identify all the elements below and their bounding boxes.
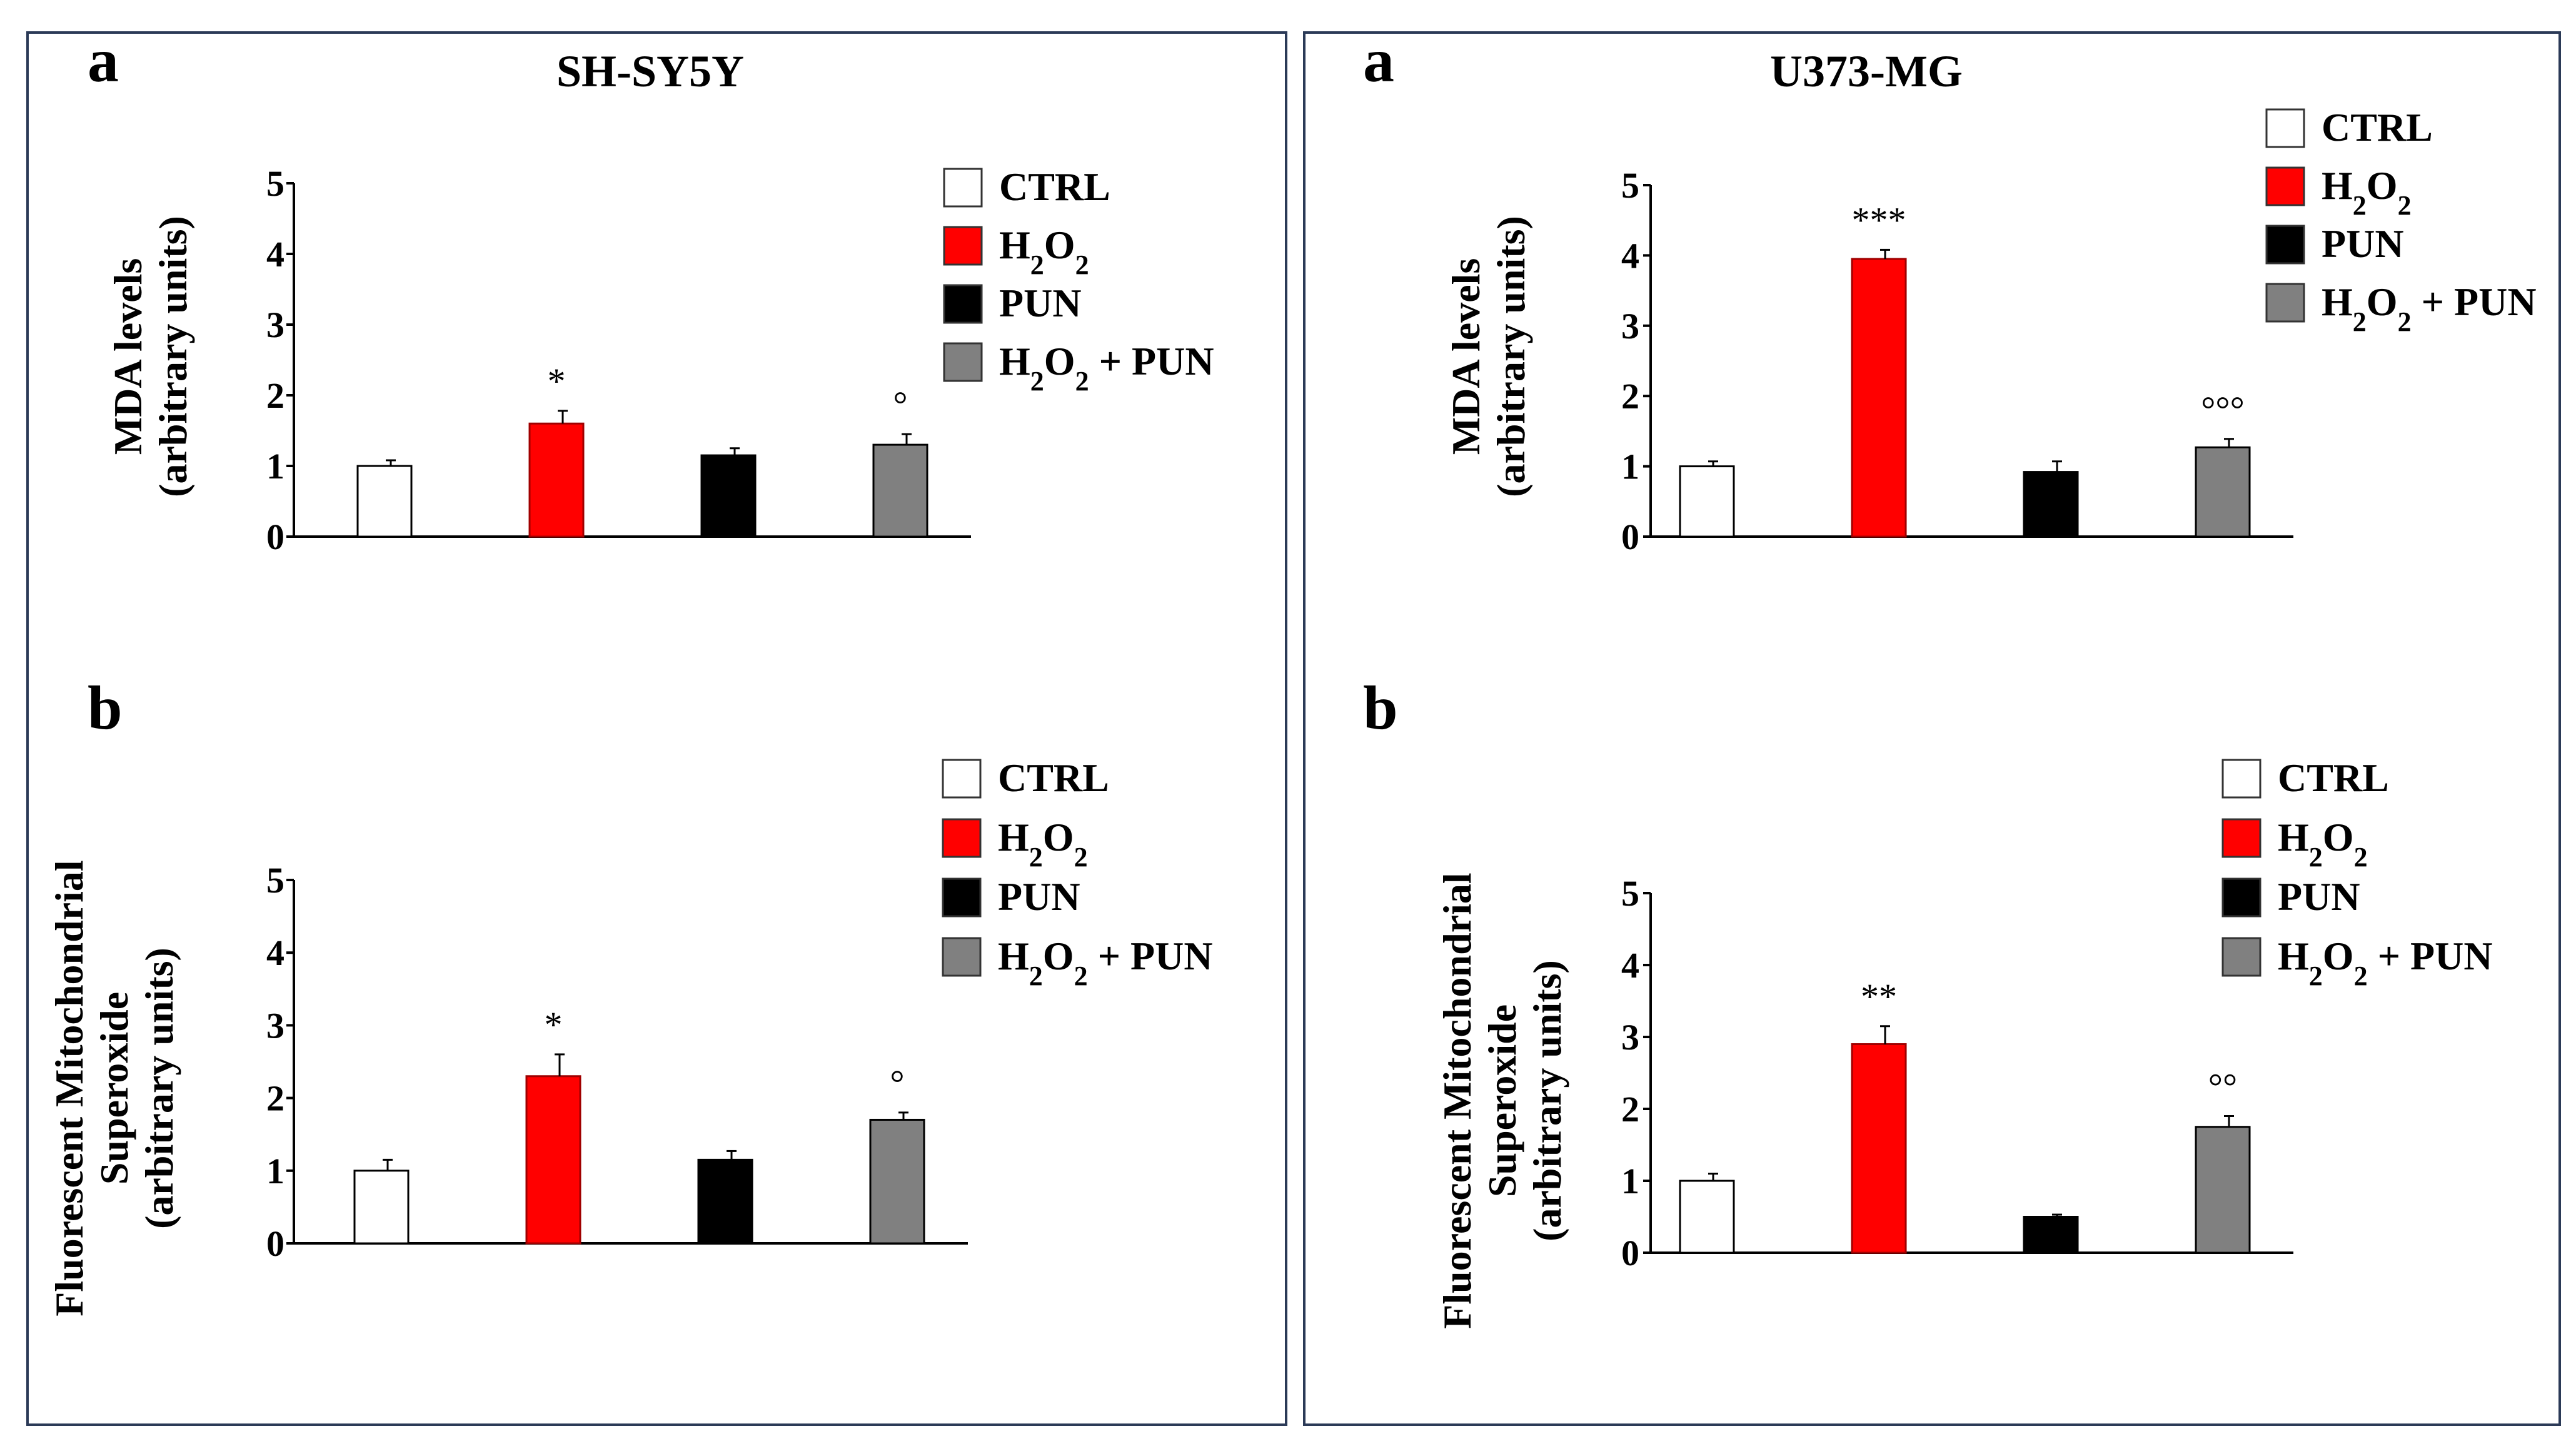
legend-label-pun: PUN: [999, 281, 1082, 325]
u373-mg-mda-chart: a 0 1 2 3 4 5 MDA levels(arbitrary units) *** °°°…: [1363, 26, 2537, 557]
y-tick-label: 1: [266, 1151, 284, 1191]
legend-swatch-pun: [943, 284, 983, 324]
sh-sy5y-title: SH-SY5Y: [556, 46, 744, 96]
legend-label-h2o2-pun: H2O2 + PUN: [2322, 280, 2537, 337]
legend-label-ctrl: CTRL: [2278, 756, 2389, 800]
bar-pun: [2023, 471, 2079, 538]
legend-label-h2o2: H2O2: [999, 223, 1089, 280]
y-tick-label: 0: [1621, 1233, 1639, 1273]
bar-pun: [697, 1158, 753, 1245]
y-tick-label: 2: [266, 1078, 284, 1119]
legend-label-ctrl: CTRL: [998, 756, 1109, 800]
bar-h2o2: [1851, 1043, 1907, 1254]
y-tick-label: 0: [266, 517, 284, 557]
bar-pun: [2023, 1216, 2079, 1254]
legend-swatch-h2o2-pun: [942, 937, 982, 977]
significance-h2o2-pun: °°°: [2201, 389, 2245, 430]
y-tick-label: 4: [266, 234, 284, 275]
y-tick-label: 1: [1621, 447, 1639, 487]
sh-sy5y-panel-frame: [26, 31, 1287, 1426]
significance-h2o2: **: [1861, 976, 1897, 1017]
u373-mg-title: U373-MG: [1770, 46, 1963, 96]
legend-swatch-h2o2-pun: [943, 342, 983, 382]
legend-swatch-ctrl: [942, 759, 982, 799]
bar-h2o2-pun: [2195, 1126, 2251, 1254]
y-axis-label: Fluorescent MitochondrialSuperoxide(arbi…: [1435, 872, 1569, 1328]
y-tick-label: 4: [1621, 235, 1639, 276]
significance-h2o2-pun: °°: [2208, 1066, 2237, 1107]
legend-swatch-pun: [2265, 225, 2305, 265]
bar-ctrl: [353, 1170, 410, 1245]
legend-swatch-h2o2-pun: [2221, 937, 2262, 977]
y-tick-label: 4: [266, 933, 284, 973]
panel-label: b: [88, 673, 123, 742]
y-tick-label: 3: [266, 1005, 284, 1046]
legend-swatch-h2o2: [2221, 818, 2262, 858]
bar-ctrl: [1679, 1180, 1735, 1254]
legend-label-pun: PUN: [2278, 874, 2360, 919]
panel-label: a: [88, 26, 119, 95]
legend-label-pun: PUN: [998, 874, 1080, 919]
legend-swatch-pun: [942, 877, 982, 918]
legend-label-pun: PUN: [2322, 221, 2404, 266]
bar-h2o2-pun: [2195, 446, 2251, 538]
significance-h2o2: *: [545, 1004, 563, 1045]
y-tick-label: 3: [266, 305, 284, 345]
legend-swatch-h2o2: [2265, 166, 2305, 206]
y-axis-label: MDA levels(arbitrary units): [106, 216, 195, 497]
y-tick-label: 0: [266, 1223, 284, 1264]
legend-label-h2o2: H2O2: [998, 815, 1088, 872]
legend-label-h2o2-pun: H2O2 + PUN: [999, 339, 1214, 397]
legend-swatch-ctrl: [943, 168, 983, 208]
legend-swatch-ctrl: [2221, 759, 2262, 799]
significance-h2o2: *: [548, 361, 566, 402]
y-tick-label: 5: [266, 163, 284, 204]
legend-label-h2o2-pun: H2O2 + PUN: [2278, 934, 2493, 991]
bar-ctrl: [356, 465, 413, 538]
y-axis-label: MDA levels(arbitrary units): [1444, 216, 1533, 497]
y-tick-label: 5: [266, 860, 284, 901]
bar-h2o2-pun: [869, 1118, 925, 1245]
y-tick-label: 5: [1621, 165, 1639, 206]
legend-swatch-h2o2: [942, 818, 982, 858]
u373-mg-superoxide-chart: b 0 1 2 3 4 5 Fluorescent MitochondrialSuperoxi…: [1363, 673, 2493, 1329]
sh-sy5y-superoxide-chart: b 0 1 2 3 4 5 Fluorescent MitochondrialSuperoxi…: [47, 673, 1213, 1317]
bar-h2o2: [525, 1075, 581, 1245]
legend-label-h2o2: H2O2: [2322, 163, 2412, 221]
y-tick-label: 4: [1621, 945, 1639, 986]
legend-swatch-h2o2-pun: [2265, 283, 2305, 323]
bar-h2o2-pun: [872, 443, 928, 538]
y-tick-label: 1: [1621, 1161, 1639, 1201]
sh-sy5y-mda-chart: a 0 1 2 3 4 5 MDA levels(arbitrary units) * ° CTRL…: [88, 26, 1214, 557]
panel-label: a: [1363, 26, 1394, 95]
bar-h2o2: [528, 422, 585, 538]
bar-pun: [700, 454, 757, 538]
legend-swatch-pun: [2221, 877, 2262, 918]
legend-swatch-ctrl: [2265, 108, 2305, 148]
y-axis-label: Fluorescent MitochondrialSuperoxide(arbi…: [47, 860, 181, 1316]
y-tick-label: 3: [1621, 1017, 1639, 1058]
legend-swatch-h2o2: [943, 226, 983, 266]
legend-label-h2o2: H2O2: [2278, 815, 2368, 872]
y-tick-label: 5: [1621, 873, 1639, 914]
bar-ctrl: [1679, 465, 1735, 538]
y-tick-label: 2: [1621, 376, 1639, 417]
y-tick-label: 3: [1621, 306, 1639, 346]
legend-label-ctrl: CTRL: [999, 164, 1110, 209]
significance-h2o2-pun: °: [890, 1063, 904, 1103]
significance-h2o2: ***: [1852, 200, 1906, 240]
y-tick-label: 0: [1621, 517, 1639, 557]
bar-h2o2: [1851, 258, 1907, 538]
y-tick-label: 2: [266, 375, 284, 416]
panel-label: b: [1363, 673, 1398, 742]
legend-label-h2o2-pun: H2O2 + PUN: [998, 934, 1213, 991]
u373-mg-panel-frame: [1303, 31, 2561, 1426]
legend-label-ctrl: CTRL: [2322, 105, 2433, 149]
significance-h2o2-pun: °: [893, 384, 907, 425]
y-tick-label: 2: [1621, 1089, 1639, 1130]
y-tick-label: 1: [266, 446, 284, 487]
